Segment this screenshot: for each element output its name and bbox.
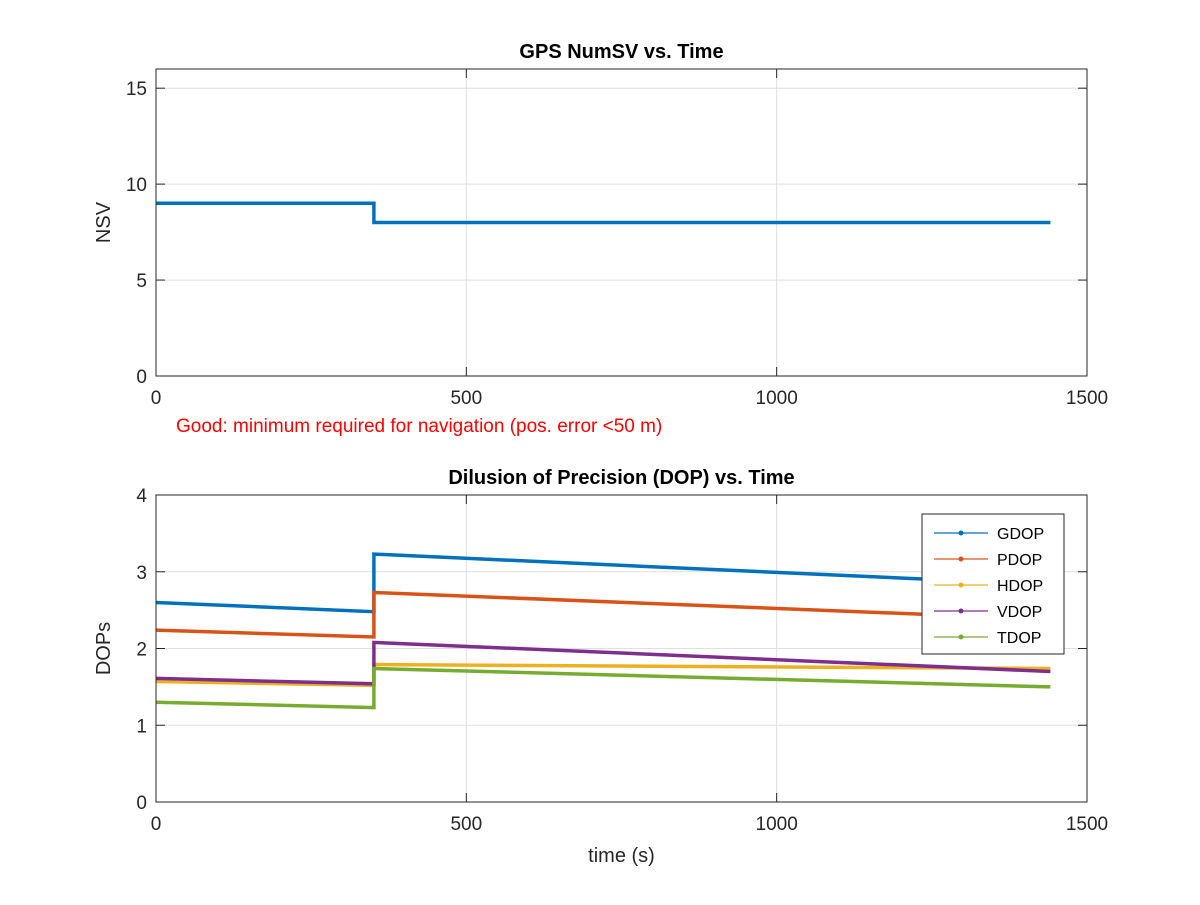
top-ytick-label: 10	[126, 175, 147, 196]
bottom-ylabel: DOPs	[93, 622, 115, 675]
legend-marker-hdop	[958, 582, 964, 588]
bottom-series-line-gdop	[155, 552, 1051, 614]
top-ytick-label: 0	[136, 367, 147, 388]
bottom-ytick-label: 0	[136, 793, 147, 814]
top-axes-box	[155, 68, 1088, 377]
bottom-axes: 0 500 1000 1500 0 1 2 3 4 Dilusion of Precision (…	[93, 467, 1108, 867]
legend-label-tdop: TDOP	[997, 630, 1041, 647]
legend-label-vdop: VDOP	[997, 604, 1042, 621]
bottom-xtick-label: 1000	[756, 814, 798, 835]
bottom-xtick-label: 1500	[1066, 814, 1108, 835]
bottom-series-line-vdop	[155, 640, 1051, 686]
top-series-line-0	[156, 201, 1051, 225]
legend-marker-vdop	[958, 608, 964, 614]
bottom-chart-title: Dilusion of Precision (DOP) vs. Time	[448, 467, 794, 489]
legend-label-hdop: HDOP	[997, 578, 1043, 595]
top-xtick-label: 1500	[1066, 388, 1108, 409]
top-axes: 0 500 1000 1500 0 5 10 15 GPS NumSV vs. Time NSV G…	[93, 41, 1108, 437]
legend-marker-gdop	[958, 530, 964, 536]
top-ylabel: NSV	[93, 201, 115, 243]
bottom-ytick-label: 4	[136, 486, 147, 507]
bottom-ytick-label: 3	[136, 563, 147, 584]
bottom-xtick-label: 0	[151, 814, 162, 835]
top-chart-title: GPS NumSV vs. Time	[519, 41, 723, 63]
bottom-xlabel: time (s)	[588, 845, 655, 867]
bottom-ytick-label: 1	[136, 716, 147, 737]
top-xtick-label: 0	[151, 388, 162, 409]
bottom-xtick-label: 500	[450, 814, 482, 835]
top-xtick-label: 500	[450, 388, 482, 409]
legend-label-pdop: PDOP	[997, 552, 1042, 569]
top-ytick-label: 15	[126, 79, 147, 100]
bottom-ytick-label: 2	[136, 640, 147, 661]
top-annotation: Good: minimum required for navigation (p…	[176, 416, 662, 437]
legend-marker-tdop	[958, 634, 964, 640]
legend-box	[921, 513, 1065, 655]
top-xtick-label: 1000	[756, 388, 798, 409]
bottom-series-line-tdop	[155, 666, 1051, 710]
legend-marker-pdop	[958, 556, 964, 562]
legend-label-gdop: GDOP	[997, 526, 1044, 543]
top-ytick-label: 5	[136, 271, 147, 292]
bottom-legend: GDOP PDOP HDOP VDOP TDOP	[921, 513, 1065, 655]
bottom-series-line-pdop	[155, 590, 1051, 639]
